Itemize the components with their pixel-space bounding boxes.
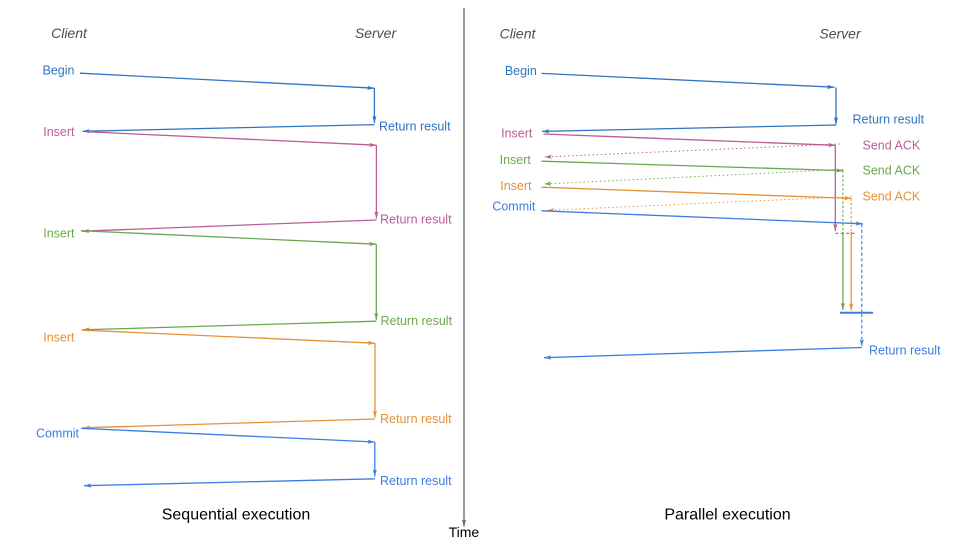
svg-text:Client: Client (500, 26, 537, 42)
svg-text:Return result: Return result (380, 474, 452, 488)
svg-text:Begin: Begin (43, 64, 75, 78)
svg-text:Insert: Insert (500, 153, 532, 167)
svg-text:Return result: Return result (379, 119, 451, 133)
svg-text:Sequential execution: Sequential execution (162, 507, 311, 524)
svg-text:Send ACK: Send ACK (863, 163, 921, 177)
svg-text:Return result: Return result (853, 113, 925, 127)
svg-text:Return result: Return result (869, 343, 941, 357)
svg-text:Server: Server (355, 25, 398, 41)
svg-text:Time: Time (449, 524, 480, 540)
svg-text:Begin: Begin (505, 64, 537, 78)
svg-text:Send ACK: Send ACK (863, 138, 921, 152)
svg-text:Insert: Insert (501, 126, 533, 140)
svg-text:Return result: Return result (380, 412, 452, 426)
svg-text:Client: Client (51, 25, 88, 41)
svg-text:Commit: Commit (492, 200, 536, 214)
svg-text:Send ACK: Send ACK (863, 189, 921, 203)
svg-text:Server: Server (819, 26, 862, 42)
svg-text:Return result: Return result (380, 212, 452, 226)
svg-text:Parallel execution: Parallel execution (664, 507, 790, 524)
svg-text:Insert: Insert (43, 330, 75, 344)
svg-text:Insert: Insert (43, 125, 75, 139)
svg-text:Insert: Insert (500, 179, 532, 193)
svg-text:Insert: Insert (43, 226, 75, 240)
svg-text:Return result: Return result (381, 314, 453, 328)
svg-text:Commit: Commit (36, 427, 80, 441)
